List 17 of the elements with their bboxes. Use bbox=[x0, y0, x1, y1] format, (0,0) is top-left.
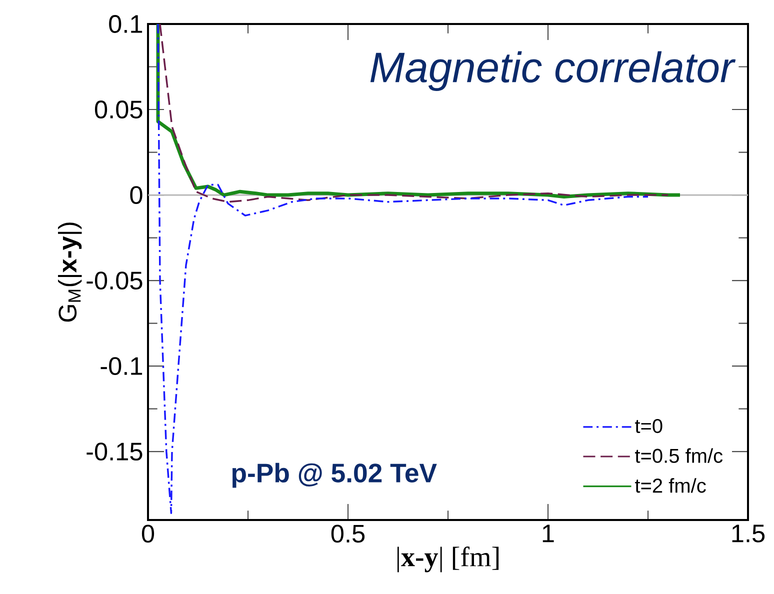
y-axis-title: G$_{M}$(|x-y|) bbox=[58, 222, 82, 322]
y-tick-label: 0.1 bbox=[109, 15, 142, 33]
x-axis-title: |x-y| [fm] bbox=[397, 546, 499, 572]
x-tick-label: 1 bbox=[542, 524, 554, 542]
y-tick-label: -0.15 bbox=[86, 442, 142, 461]
y-tick-label: -0.1 bbox=[100, 357, 142, 376]
x-tick-label: 0 bbox=[142, 524, 154, 543]
text: Magnetic correlator bbox=[370, 51, 736, 91]
y-tick-label: 0.05 bbox=[94, 100, 142, 118]
y-tick-label: -0.05 bbox=[86, 272, 142, 290]
annotation: p-Pb @ 5.02 TeV bbox=[232, 462, 437, 488]
x-tick-label: 0.5 bbox=[331, 524, 365, 543]
legend-label: t=0 bbox=[634, 418, 662, 434]
legend-label: t=2 fm/c bbox=[634, 478, 706, 493]
legend-label: t=0.5 fm/c bbox=[634, 448, 723, 463]
x-tick-label: 1.5 bbox=[732, 524, 765, 542]
y-tick-label: 0 bbox=[130, 186, 142, 204]
